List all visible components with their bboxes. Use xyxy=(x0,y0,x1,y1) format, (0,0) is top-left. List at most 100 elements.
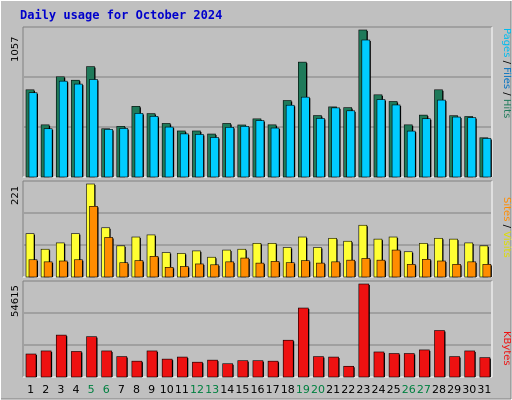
kbytes-ymax-label: 54615 xyxy=(10,285,21,317)
bar-kbytes-day-29 xyxy=(449,356,460,378)
bar-sites-day-31 xyxy=(482,264,492,278)
bar-files-day-21 xyxy=(331,107,340,178)
bar-kbytes-day-28 xyxy=(434,330,445,378)
bar-sites-day-23 xyxy=(361,258,371,278)
bar-kbytes-day-9 xyxy=(146,350,158,378)
day-label-23: 23 xyxy=(356,383,370,396)
kbytes-legend: KBytes xyxy=(501,331,512,366)
bar-files-day-2 xyxy=(43,128,53,178)
bar-files-day-13 xyxy=(210,137,219,178)
hits-ymax-label: 1057 xyxy=(10,37,21,62)
bar-files-day-16 xyxy=(255,120,265,178)
hits-legend: Pages / Files / Hits xyxy=(501,28,512,118)
kbytes-panel xyxy=(22,280,493,378)
bar-files-day-25 xyxy=(391,104,401,178)
bar-files-day-28 xyxy=(437,99,446,178)
bar-sites-day-25 xyxy=(391,249,401,278)
bar-sites-day-24 xyxy=(376,259,386,278)
bar-files-day-6 xyxy=(104,129,113,178)
bar-sites-day-14 xyxy=(225,261,234,278)
day-label-12: 12 xyxy=(190,383,204,396)
bar-sites-day-2 xyxy=(43,261,53,278)
bar-kbytes-day-4 xyxy=(71,351,82,378)
day-label-8: 8 xyxy=(133,383,140,396)
bar-files-day-10 xyxy=(164,126,174,178)
bar-files-day-18 xyxy=(285,104,295,178)
legend-visits: Visits xyxy=(501,231,512,258)
day-label-22: 22 xyxy=(341,383,355,396)
bar-files-day-9 xyxy=(149,116,159,178)
bar-kbytes-day-27 xyxy=(419,349,430,378)
bar-files-day-15 xyxy=(240,126,250,178)
legend-files: Files xyxy=(501,67,512,89)
bar-files-day-4 xyxy=(74,83,83,178)
bar-kbytes-day-17 xyxy=(267,360,279,378)
legend-sites: Sites xyxy=(501,197,512,221)
bar-kbytes-day-6 xyxy=(101,350,112,378)
bar-kbytes-day-3 xyxy=(55,334,67,378)
bar-sites-day-1 xyxy=(28,259,38,278)
legend-sep2: / xyxy=(501,89,512,99)
bar-sites-day-19 xyxy=(301,260,310,278)
bar-kbytes-day-20 xyxy=(313,356,324,378)
bar-sites-day-3 xyxy=(58,260,68,278)
legend-sep1: / xyxy=(501,57,512,67)
legend-kbytes: KBytes xyxy=(501,331,512,366)
bar-kbytes-day-7 xyxy=(116,356,128,378)
visits-ymax-label: 221 xyxy=(10,186,21,205)
visits-legend: Sites / Visits xyxy=(501,197,512,258)
day-label-24: 24 xyxy=(372,383,386,396)
bar-kbytes-day-2 xyxy=(40,350,52,378)
day-label-17: 17 xyxy=(266,383,280,396)
bar-sites-day-15 xyxy=(240,257,250,278)
day-label-27: 27 xyxy=(417,383,431,396)
bar-kbytes-day-10 xyxy=(161,358,173,378)
bar-files-day-12 xyxy=(195,134,204,178)
bar-files-day-19 xyxy=(301,96,310,178)
bar-kbytes-day-31 xyxy=(479,357,491,378)
bar-sites-day-21 xyxy=(331,261,340,278)
bar-files-day-22 xyxy=(346,110,356,178)
bar-kbytes-day-14 xyxy=(222,363,233,378)
day-label-2: 2 xyxy=(42,383,49,396)
day-label-25: 25 xyxy=(387,383,401,396)
bar-sites-day-5 xyxy=(89,206,98,278)
bar-kbytes-day-1 xyxy=(25,353,37,378)
day-label-29: 29 xyxy=(447,383,461,396)
bar-files-day-30 xyxy=(467,117,477,178)
day-label-13: 13 xyxy=(205,383,219,396)
bar-sites-day-12 xyxy=(195,263,204,278)
bar-kbytes-day-19 xyxy=(298,307,309,378)
bar-kbytes-day-16 xyxy=(252,360,264,378)
bar-sites-day-9 xyxy=(149,256,159,278)
bar-sites-day-13 xyxy=(210,264,219,278)
graph-title: Daily usage for October 2024 xyxy=(20,8,222,22)
bar-sites-day-8 xyxy=(134,260,144,278)
bar-kbytes-day-25 xyxy=(388,353,400,378)
bar-files-day-11 xyxy=(179,133,189,178)
bar-sites-day-30 xyxy=(467,261,477,278)
bar-files-day-23 xyxy=(361,39,371,178)
bar-kbytes-day-11 xyxy=(176,356,188,378)
bar-kbytes-day-5 xyxy=(86,336,97,378)
bar-sites-day-28 xyxy=(437,260,446,278)
bar-kbytes-day-13 xyxy=(207,359,218,378)
bar-sites-day-20 xyxy=(316,262,325,278)
day-label-1: 1 xyxy=(27,383,34,396)
hits-files-panel xyxy=(22,26,493,178)
day-label-20: 20 xyxy=(311,383,325,396)
day-label-10: 10 xyxy=(160,383,174,396)
bar-sites-day-26 xyxy=(406,264,416,278)
bar-kbytes-day-23 xyxy=(358,283,370,378)
bar-sites-day-7 xyxy=(119,262,129,278)
day-label-5: 5 xyxy=(88,383,95,396)
day-label-19: 19 xyxy=(296,383,310,396)
legend-hits: Hits xyxy=(501,99,512,118)
bar-sites-day-10 xyxy=(164,267,174,278)
bar-files-day-31 xyxy=(482,138,492,178)
bar-files-day-8 xyxy=(134,113,144,178)
day-label-11: 11 xyxy=(175,383,189,396)
bar-kbytes-day-8 xyxy=(131,360,143,378)
day-label-16: 16 xyxy=(251,383,265,396)
